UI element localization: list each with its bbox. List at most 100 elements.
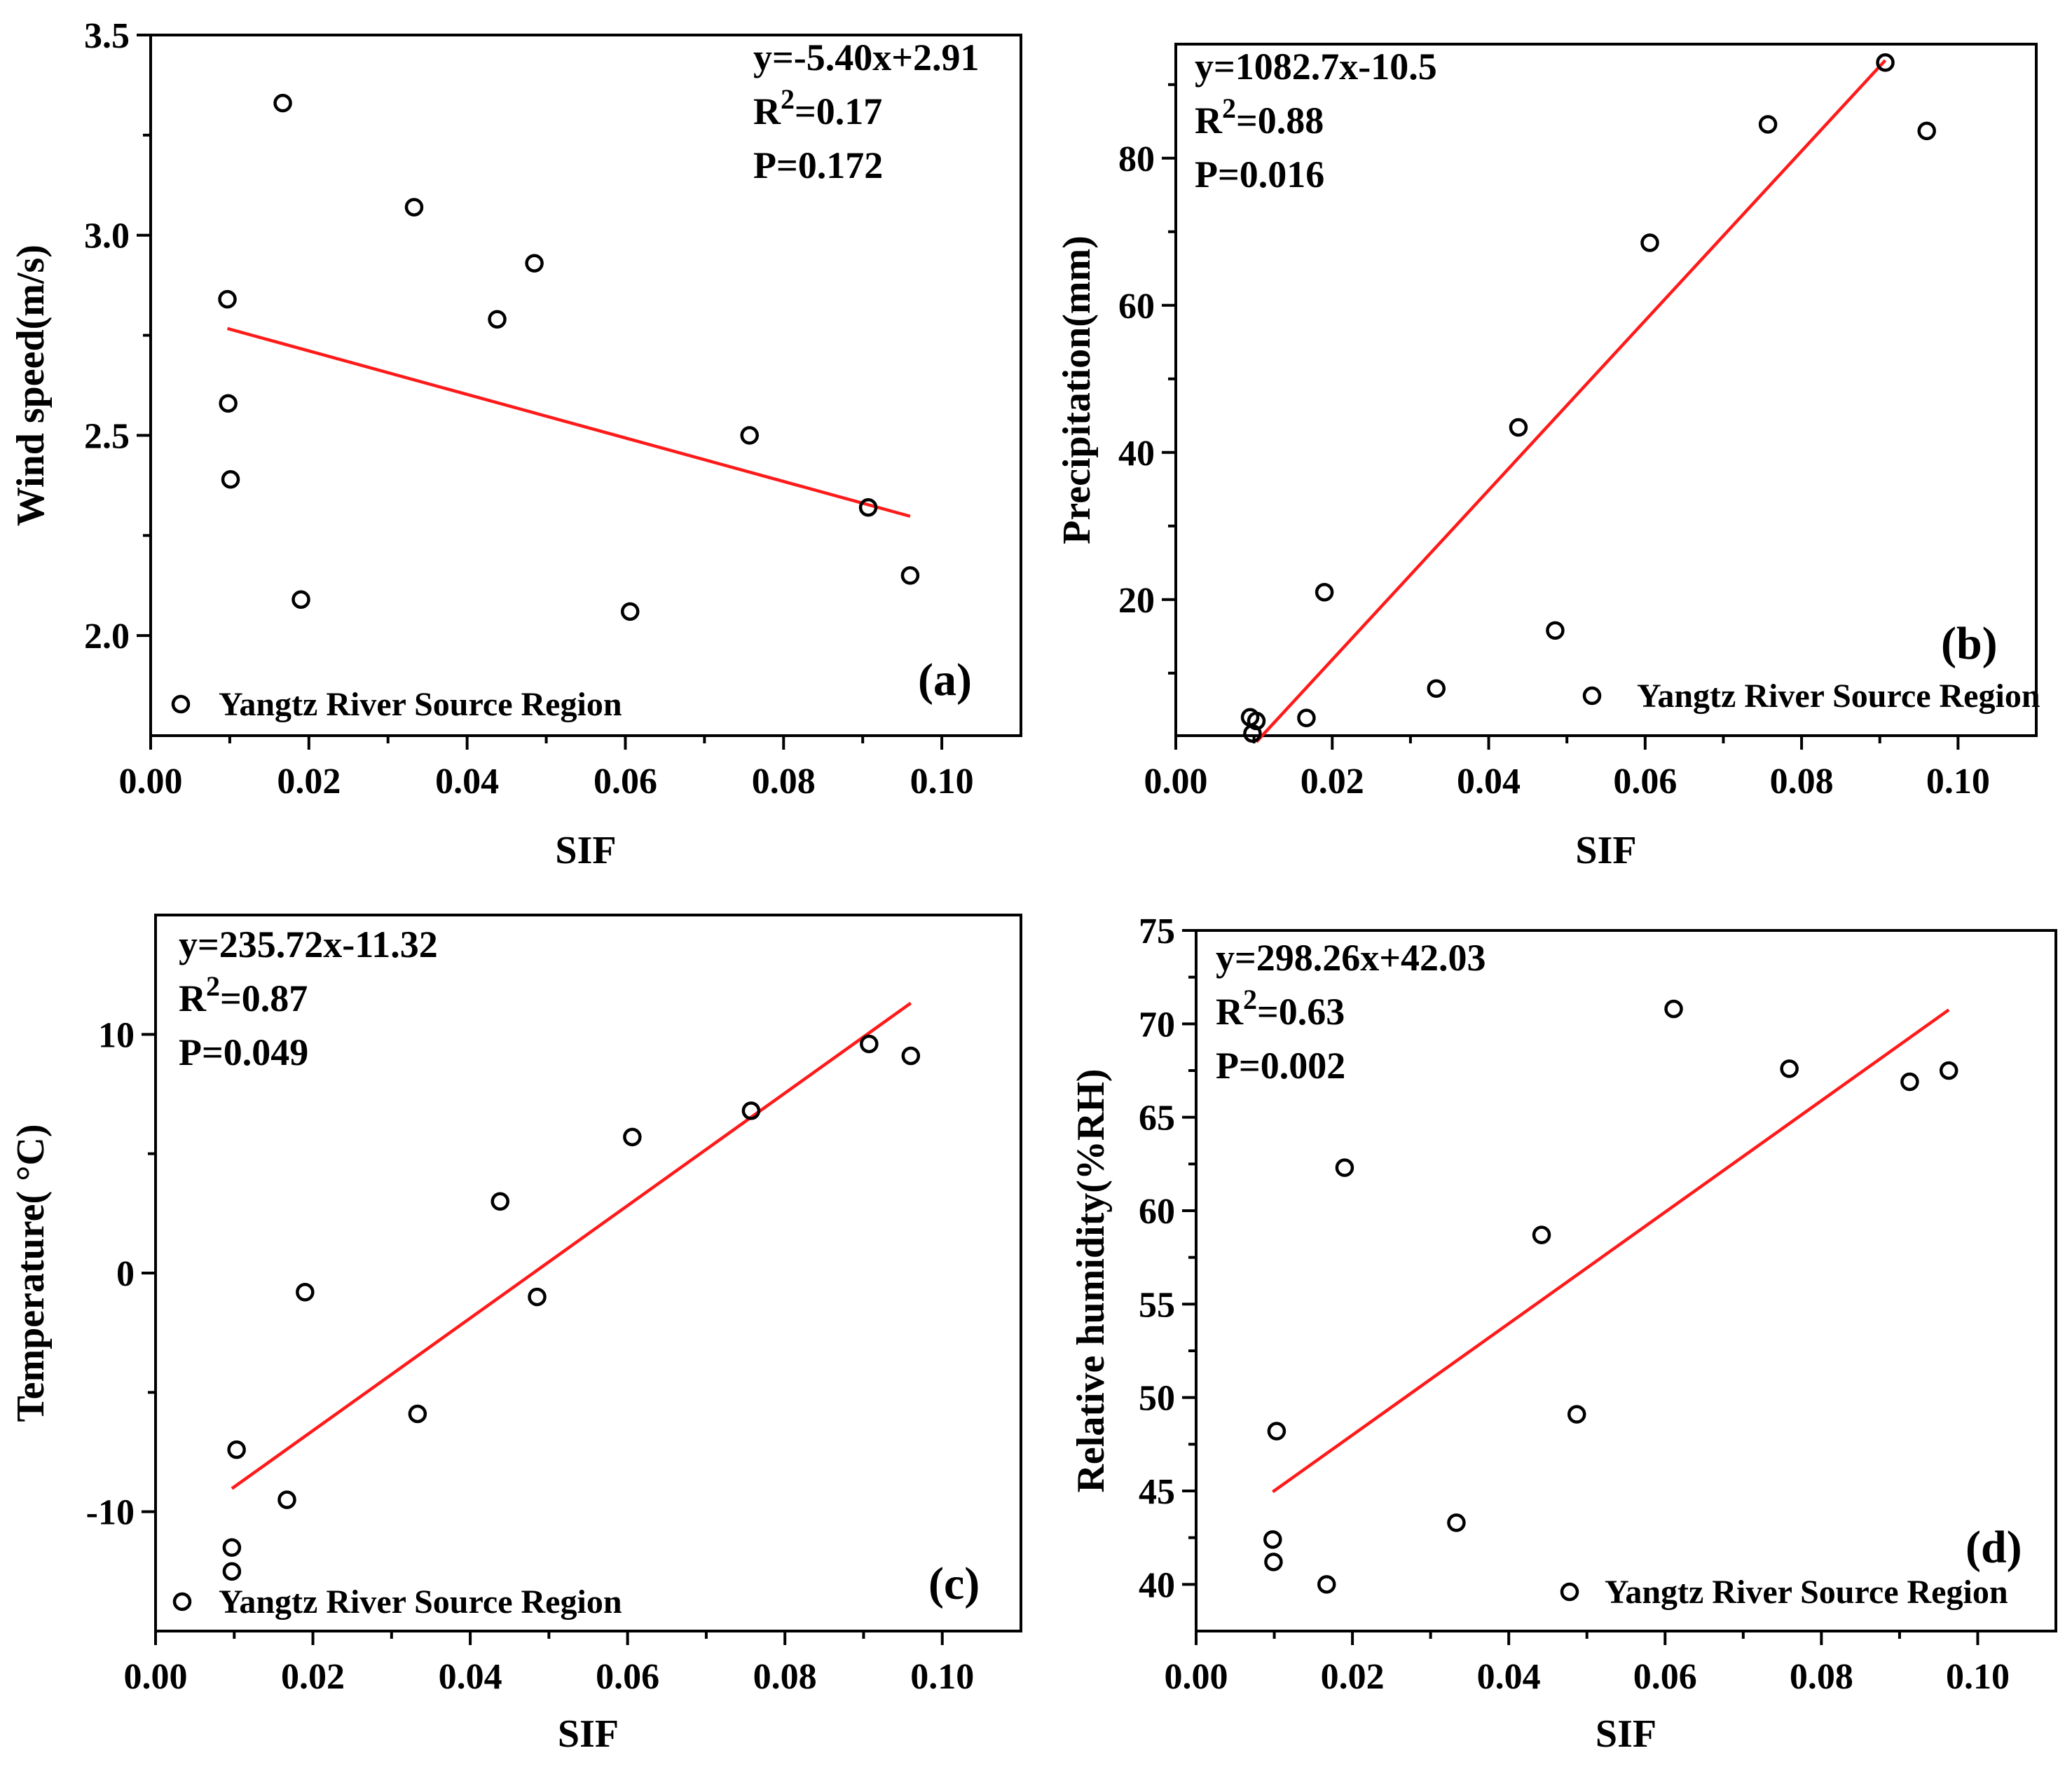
- y-tick-label: 60: [1118, 287, 1155, 326]
- panel-label: (a): [918, 654, 972, 706]
- x-tick-label: 0.06: [594, 762, 657, 802]
- data-point: [1509, 418, 1528, 437]
- data-point: [1939, 1061, 1958, 1080]
- y-tick-label: 60: [1139, 1192, 1175, 1232]
- regression-equation: y=298.26x+42.03: [1216, 937, 1486, 979]
- legend-marker: [1560, 1582, 1579, 1602]
- data-point: [273, 93, 292, 113]
- data-point: [900, 566, 920, 585]
- data-point: [1640, 233, 1659, 252]
- y-tick-label: 0: [116, 1254, 135, 1294]
- plot-frame: [1195, 929, 2057, 1632]
- x-tick-label: 0.10: [910, 1657, 974, 1697]
- data-point: [219, 394, 238, 413]
- x-axis-title: SIF: [555, 829, 616, 872]
- data-point: [1315, 583, 1334, 602]
- data-point: [218, 289, 237, 309]
- data-point: [1917, 121, 1936, 141]
- regression-equation: y=-5.40x+2.91: [753, 36, 980, 78]
- panel-label: (d): [1965, 1522, 2022, 1573]
- plot-frame: [1174, 43, 2038, 737]
- panel-d: 0.00 0.02 0.04 0.06 0.08 0.10 40 45 50 55 60 65 70 75…: [1069, 912, 2057, 1756]
- data-point: [404, 198, 424, 216]
- y-tick-label: 10: [98, 1015, 135, 1055]
- data-point: [1780, 1059, 1799, 1078]
- y-tick-label: -10: [86, 1493, 135, 1533]
- data-point: [1317, 1575, 1336, 1594]
- y-tick-label: 2.0: [84, 617, 130, 656]
- data-point: [860, 1034, 879, 1054]
- panel-label: (c): [928, 1558, 980, 1609]
- data-point: [620, 602, 640, 621]
- data-point: [525, 254, 544, 273]
- r-squared: R2=0.17: [753, 83, 882, 132]
- y-tick-label: 75: [1139, 912, 1175, 951]
- regression-equation: y=235.72x-11.32: [179, 923, 438, 965]
- x-tick-label: 0.04: [435, 762, 499, 802]
- data-point: [277, 1490, 296, 1509]
- data-point: [227, 1440, 246, 1459]
- x-tick-label: 0.02: [1321, 1657, 1385, 1697]
- y-axis-title: Relative humidity(%RH): [1069, 1068, 1113, 1492]
- data-point: [901, 1046, 921, 1066]
- y-tick-label: 45: [1139, 1472, 1175, 1512]
- y-axis-title: Temperature( °C): [9, 1124, 53, 1422]
- data-point: [222, 1538, 242, 1557]
- x-axis-title: SIF: [1575, 829, 1636, 872]
- y-tick-label: 70: [1139, 1005, 1175, 1045]
- y-tick-label: 2.5: [84, 416, 130, 456]
- legend-marker: [1582, 686, 1602, 706]
- data-point: [291, 590, 310, 609]
- x-tick-label: 0.10: [1926, 762, 1990, 802]
- r-squared: R2=0.87: [179, 970, 308, 1019]
- y-tick-label: 50: [1139, 1379, 1175, 1419]
- x-tick-label: 0.06: [596, 1657, 659, 1697]
- x-tick-label: 0.00: [119, 762, 183, 802]
- x-tick-label: 0.02: [1301, 762, 1364, 802]
- regression-line: [231, 1001, 912, 1490]
- data-point: [488, 310, 507, 329]
- x-tick-label: 0.00: [124, 1657, 188, 1697]
- p-value: P=0.172: [753, 144, 883, 186]
- x-axis-title: SIF: [558, 1712, 619, 1756]
- panel-b: 0.00 0.02 0.04 0.06 0.08 0.10 20 40 60 80 SIF Preci…: [1055, 43, 2040, 872]
- x-tick-label: 0.08: [752, 762, 816, 802]
- data-point: [740, 426, 759, 445]
- data-point: [528, 1287, 547, 1307]
- x-tick-label: 0.02: [277, 762, 341, 802]
- data-point: [858, 498, 878, 517]
- regression-equation: y=1082.7x-10.5: [1195, 46, 1437, 88]
- x-tick-label: 0.10: [1946, 1657, 2010, 1697]
- x-tick-label: 0.06: [1633, 1657, 1697, 1697]
- data-point: [1664, 999, 1683, 1019]
- regression-line: [1272, 1008, 1950, 1494]
- data-point: [1546, 621, 1565, 640]
- y-tick-label: 40: [1118, 434, 1155, 474]
- data-point: [741, 1101, 761, 1120]
- regression-line: [226, 326, 911, 518]
- legend-label: Yangtz River Source Region: [219, 1583, 622, 1621]
- legend-label: Yangtz River Source Region: [1605, 1574, 2008, 1611]
- data-point: [1758, 115, 1778, 134]
- x-tick-label: 0.08: [1790, 1657, 1853, 1697]
- data-point: [1335, 1158, 1354, 1177]
- data-point: [1297, 708, 1316, 728]
- y-tick-label: 3.0: [84, 216, 130, 256]
- data-point: [1876, 53, 1895, 72]
- legend-marker: [172, 1592, 192, 1611]
- data-point: [222, 1562, 242, 1581]
- x-tick-label: 0.04: [1477, 1657, 1541, 1697]
- panel-c: 0.00 0.02 0.04 0.06 0.08 0.10 -10 0 10 SIF Tempera…: [9, 914, 1022, 1756]
- x-tick-label: 0.00: [1144, 762, 1208, 802]
- p-value: P=0.016: [1195, 153, 1324, 195]
- x-tick-label: 0.06: [1613, 762, 1677, 802]
- y-axis-title: Precipitation(mm): [1055, 235, 1099, 544]
- plot-frame: [154, 914, 1022, 1632]
- panel-label: (b): [1941, 618, 1998, 669]
- data-point: [408, 1404, 427, 1424]
- r-squared: R2=0.63: [1216, 984, 1345, 1033]
- plot-frame: [149, 34, 1022, 737]
- data-point: [1267, 1422, 1287, 1440]
- x-axis-title: SIF: [1596, 1712, 1656, 1756]
- legend-marker: [171, 694, 191, 714]
